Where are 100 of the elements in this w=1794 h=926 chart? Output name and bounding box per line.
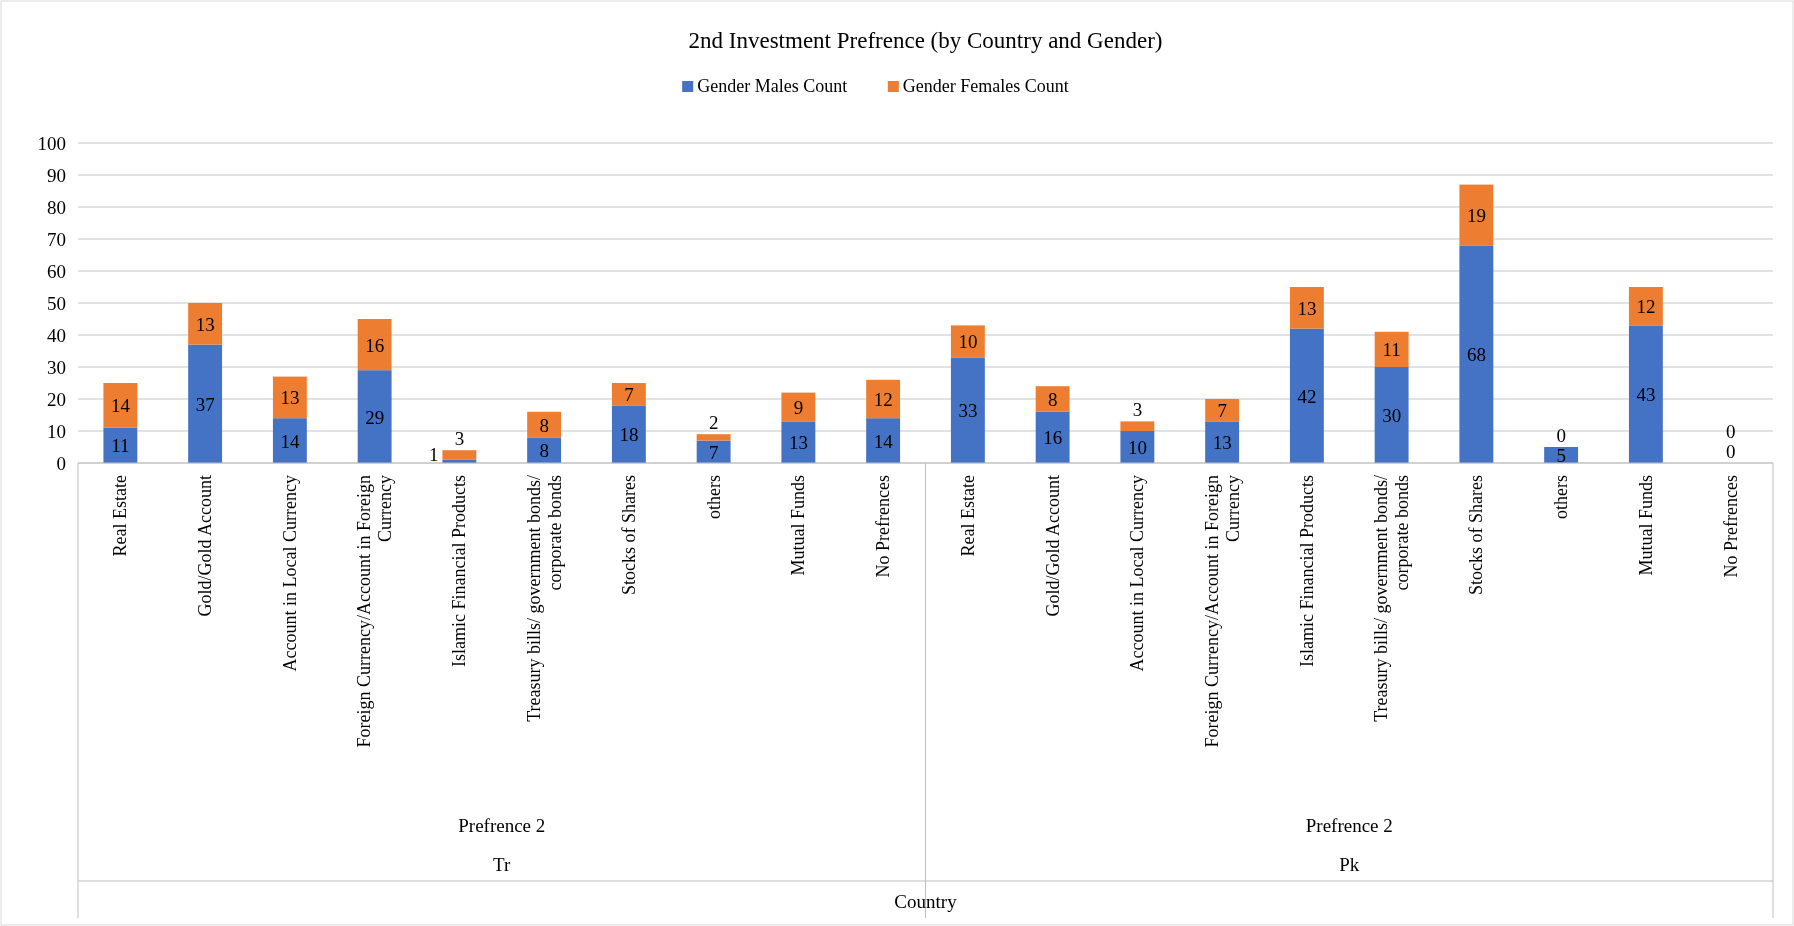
bar [272,376,307,419]
y-tick-label: 0 [56,453,66,474]
data-label: 1 [428,444,439,465]
data-label: 16 [1043,427,1063,449]
x-tick-label: Gold/Gold Account [195,475,216,617]
bar [1120,421,1155,431]
bar [1628,287,1663,326]
x-tick-label: Real Estate [110,474,131,557]
bar [357,319,392,371]
data-label: 14 [873,430,894,452]
x-tick-label: No Prefrences [873,475,894,578]
x-tick-label: Account in Local Currency [279,475,300,672]
data-label: 8 [539,414,549,436]
bar [781,392,816,422]
bar [1289,328,1324,463]
data-label: 12 [873,389,893,410]
y-tick-label: 60 [47,261,66,282]
bar [866,418,901,463]
data-label: 37 [195,393,215,415]
text: Prefrence 2 [1305,815,1393,836]
x-tick-label: Real Estate [957,474,978,557]
x-tick-label: Treasury bills/ government bonds/ corporate bonds [1371,475,1413,722]
data-label: 0 [1725,421,1736,442]
x-tick-label: Islamic Financial Products [1296,475,1317,667]
x-tick-label: Account in Local Currency [1127,475,1148,672]
bar [696,434,731,441]
data-label: 68 [1466,344,1486,366]
data-label: 3 [1132,399,1143,421]
data-label: 8 [539,440,549,462]
bar [1459,245,1494,463]
bar [1289,287,1324,329]
y-tick-label: 30 [47,357,66,378]
x-tick-label: Foreign Currency/Account in Foreign Currency [1201,475,1243,748]
data-label: 13 [280,387,300,409]
data-label: 0 [1725,441,1736,462]
x-tick-label: Mutual Funds [788,475,809,576]
y-tick-label: 40 [47,325,66,346]
data-label: 30 [1382,405,1402,426]
bar [442,450,477,460]
text: Prefrence 2 [458,815,546,836]
chart-title: 2nd Investment Prefrence (by Country and Gender) [688,28,1163,53]
data-label: 11 [1382,339,1401,361]
bar [1628,325,1663,463]
data-label: 13 [195,313,215,335]
data-label: 11 [111,435,130,457]
data-label: 7 [1217,400,1227,422]
data-label: 33 [958,400,978,422]
data-label: 9 [793,397,804,418]
bar [103,427,138,463]
text: Country [894,891,958,912]
y-tick-label: 90 [47,165,66,186]
legend-label: Gender Females Count [902,76,1069,96]
bar [272,418,307,463]
bar [1374,367,1409,463]
bar [950,357,985,463]
data-label: 29 [365,406,385,428]
x-tick-label: Gold/Gold Account [1042,475,1063,617]
bar [1035,386,1070,412]
data-label: 13 [1297,297,1317,319]
data-label: 13 [788,432,808,454]
y-tick-label: 80 [47,197,66,218]
y-tick-label: 20 [47,389,66,410]
bar [866,379,901,419]
legend-label: Gender Males Count [697,76,848,96]
data-label: 2 [708,412,719,434]
data-label: 3 [454,428,465,450]
data-label: 0 [1556,425,1566,446]
data-label: 7 [708,441,719,463]
bar [1205,421,1240,463]
x-tick-label: Mutual Funds [1635,475,1656,576]
data-label: 5 [1556,445,1566,466]
x-tick-label: Foreign Currency/Account in Foreign Currency [354,475,396,748]
data-label: 10 [958,331,978,353]
bar [611,405,646,463]
y-tick-label: 10 [47,421,66,442]
data-label: 43 [1636,384,1656,406]
x-tick-label: others [703,475,724,519]
x-tick-label: Treasury bills/ government bonds/ corporate bonds [523,475,565,722]
x-tick-label: Stocks of Shares [618,475,639,595]
bar [1035,411,1070,463]
bar [188,344,223,463]
x-tick-label: No Prefrences [1720,475,1741,578]
bar [357,370,392,463]
y-tick-label: 70 [47,229,66,250]
bar [1374,331,1409,367]
bar [1459,184,1494,246]
data-label: 7 [624,384,634,406]
y-tick-label: 100 [37,133,66,154]
y-tick-label: 50 [47,293,66,314]
data-label: 8 [1047,389,1058,410]
data-label: 13 [1212,432,1232,454]
data-label: 10 [1127,437,1147,458]
data-label: 16 [365,334,385,356]
x-tick-label: others [1551,475,1572,519]
data-label: 12 [1636,296,1656,318]
bar [611,383,646,406]
bar [103,383,138,428]
data-label: 19 [1466,205,1486,226]
x-tick-label: Islamic Financial Products [449,475,470,667]
x-tick-label: Stocks of Shares [1466,475,1487,595]
